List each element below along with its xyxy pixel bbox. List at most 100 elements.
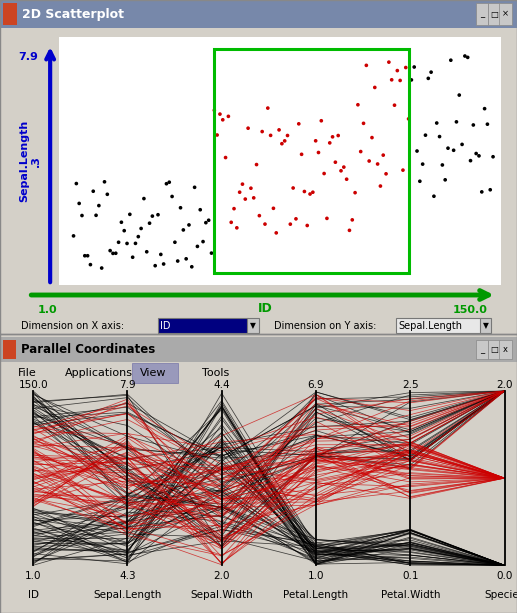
Point (393, 66, 402, 75)
Point (89, 186, 97, 196)
Point (449, 145, 458, 155)
Point (120, 226, 128, 235)
Point (261, 219, 269, 229)
Text: □: □ (490, 10, 498, 18)
Point (433, 118, 441, 128)
Point (196, 205, 204, 215)
Text: 0.1: 0.1 (402, 571, 418, 581)
Point (106, 246, 114, 256)
Point (320, 169, 328, 178)
Text: ID: ID (257, 302, 272, 315)
Point (424, 74, 432, 83)
Bar (488, 4, 500, 25)
Point (435, 132, 444, 142)
Text: File: File (18, 368, 37, 378)
Point (334, 131, 342, 140)
Point (216, 109, 224, 119)
Point (376, 181, 385, 191)
Point (162, 179, 171, 189)
Point (219, 115, 227, 124)
Text: 150.0: 150.0 (452, 305, 488, 315)
Text: Petal.Width: Petal.Width (381, 590, 440, 600)
Bar (499, 4, 512, 25)
Point (312, 136, 320, 146)
Text: Tools: Tools (202, 368, 229, 378)
Text: 150.0: 150.0 (18, 379, 48, 390)
Point (255, 211, 264, 221)
Point (342, 174, 351, 184)
Bar (215, 49, 408, 273)
Point (373, 159, 382, 169)
Text: Petal.Length: Petal.Length (283, 590, 348, 600)
Point (480, 104, 489, 113)
Point (292, 214, 300, 224)
Point (126, 210, 134, 219)
Point (92, 210, 100, 220)
Point (109, 248, 117, 258)
Point (309, 188, 317, 197)
Point (416, 177, 424, 186)
Text: View: View (140, 368, 166, 378)
Text: 4.4: 4.4 (214, 379, 230, 390)
Point (390, 101, 399, 110)
Point (388, 75, 396, 85)
Point (151, 261, 159, 270)
Bar (396, 318, 481, 333)
Text: ×: × (502, 10, 509, 18)
Point (75, 199, 83, 208)
Text: ID: ID (160, 321, 171, 330)
Point (83, 251, 92, 261)
Point (483, 120, 492, 129)
Text: ▼: ▼ (250, 321, 256, 330)
Point (123, 238, 131, 248)
Text: ID: ID (27, 590, 39, 600)
Point (464, 53, 472, 63)
Point (286, 219, 295, 229)
Text: x: x (503, 345, 508, 354)
Point (331, 158, 340, 167)
Text: 1.0: 1.0 (38, 305, 57, 315)
Point (205, 215, 213, 225)
Point (210, 105, 219, 115)
Point (452, 117, 461, 127)
Point (100, 177, 109, 187)
Point (486, 185, 494, 195)
Point (421, 131, 430, 140)
Point (266, 131, 275, 140)
Point (297, 150, 306, 159)
Point (95, 200, 103, 210)
Text: ▼: ▼ (482, 321, 489, 330)
Text: 6.9: 6.9 (308, 379, 324, 390)
Point (98, 263, 106, 273)
Text: 2.5: 2.5 (402, 379, 419, 390)
Bar (488, 340, 500, 359)
Point (221, 153, 230, 162)
Text: 7.9: 7.9 (18, 51, 38, 62)
Bar (132, 363, 178, 383)
Point (413, 146, 421, 156)
Point (81, 251, 89, 261)
Point (269, 204, 278, 213)
Point (72, 178, 81, 188)
Point (148, 211, 157, 221)
Point (469, 120, 478, 130)
Point (213, 130, 221, 140)
Point (303, 221, 311, 230)
Text: Species: Species (484, 590, 517, 600)
Point (143, 247, 151, 257)
Text: 2D Scatterplot: 2D Scatterplot (22, 7, 124, 21)
Point (78, 211, 86, 221)
Point (385, 57, 393, 67)
Point (258, 127, 266, 137)
Bar (158, 318, 248, 333)
Text: Dimension on Y axis:: Dimension on Y axis: (274, 321, 376, 330)
Point (137, 224, 145, 234)
Point (134, 232, 142, 242)
Point (179, 225, 188, 235)
Point (185, 220, 193, 230)
Point (357, 147, 365, 156)
Point (157, 249, 165, 259)
Point (478, 187, 486, 197)
Point (145, 218, 154, 228)
Point (103, 189, 112, 199)
